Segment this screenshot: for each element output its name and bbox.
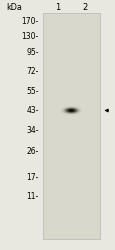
Bar (43, 12, 99, 239)
Text: 55-: 55- (26, 87, 39, 96)
Ellipse shape (61, 106, 80, 114)
Ellipse shape (63, 107, 79, 114)
Text: 72-: 72- (26, 67, 39, 76)
Text: 43-: 43- (26, 106, 39, 115)
Ellipse shape (59, 106, 82, 116)
Ellipse shape (66, 108, 76, 112)
Text: 17-: 17- (26, 173, 39, 182)
Text: 34-: 34- (26, 126, 39, 135)
Text: 130-: 130- (21, 32, 39, 41)
Ellipse shape (69, 110, 73, 111)
Text: 95-: 95- (26, 48, 39, 57)
Ellipse shape (64, 108, 77, 113)
Text: 2: 2 (81, 4, 87, 13)
Text: kDa: kDa (6, 3, 22, 12)
Ellipse shape (68, 109, 74, 112)
Text: 170-: 170- (21, 17, 39, 26)
Text: 1: 1 (55, 4, 60, 13)
Text: 11-: 11- (26, 192, 39, 201)
Text: 26-: 26- (26, 147, 39, 156)
